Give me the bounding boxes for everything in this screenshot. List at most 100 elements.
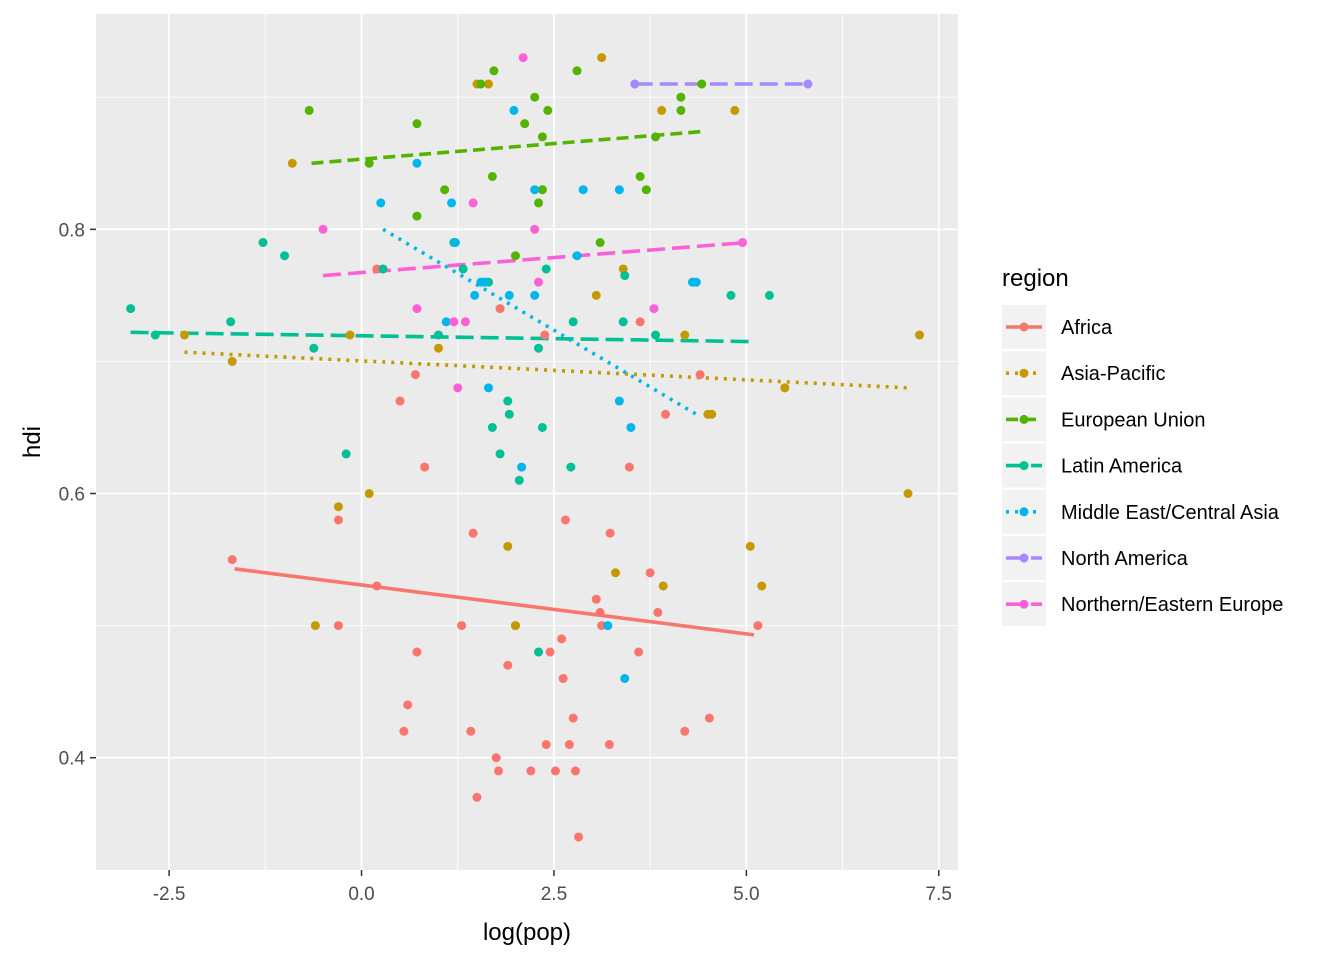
data-point bbox=[491, 753, 501, 763]
data-point bbox=[537, 422, 547, 432]
data-point bbox=[280, 251, 290, 261]
data-point bbox=[520, 119, 530, 129]
data-point bbox=[489, 66, 499, 76]
x-tick-label: 2.5 bbox=[541, 884, 567, 905]
data-point bbox=[657, 105, 667, 115]
data-point bbox=[530, 92, 540, 102]
data-point bbox=[745, 541, 755, 551]
data-point bbox=[597, 621, 607, 631]
data-point bbox=[227, 555, 237, 565]
legend-key-point bbox=[1019, 507, 1029, 517]
data-point bbox=[468, 528, 478, 538]
data-point bbox=[460, 317, 470, 327]
legend-key-point bbox=[1019, 414, 1029, 424]
data-point bbox=[558, 673, 568, 683]
data-point bbox=[915, 330, 925, 340]
data-point bbox=[541, 264, 551, 274]
data-point bbox=[697, 79, 707, 89]
data-point bbox=[651, 330, 661, 340]
data-point bbox=[457, 621, 467, 631]
data-point bbox=[526, 766, 536, 776]
data-point bbox=[645, 568, 655, 578]
data-point bbox=[572, 251, 582, 261]
data-point bbox=[534, 277, 544, 287]
data-point bbox=[341, 449, 351, 459]
data-point bbox=[661, 409, 671, 419]
data-point bbox=[676, 105, 686, 115]
data-point bbox=[530, 185, 540, 195]
data-point bbox=[568, 317, 578, 327]
plot-panel bbox=[96, 14, 958, 870]
data-point bbox=[447, 198, 457, 208]
data-point bbox=[514, 475, 524, 485]
y-axis: 0.4 0.6 0.8 bbox=[59, 220, 96, 770]
data-point bbox=[472, 792, 482, 802]
data-point bbox=[676, 92, 686, 102]
data-point bbox=[509, 105, 519, 115]
x-tick-label: 7.5 bbox=[926, 884, 952, 905]
x-tick-label: -2.5 bbox=[153, 884, 186, 905]
data-point bbox=[403, 700, 413, 710]
legend-label: North America bbox=[1061, 548, 1189, 570]
data-point bbox=[495, 449, 505, 459]
legend-key-point bbox=[1019, 553, 1029, 563]
data-point bbox=[458, 264, 468, 274]
grid-major bbox=[96, 14, 958, 870]
data-point bbox=[258, 238, 268, 248]
data-point bbox=[376, 198, 386, 208]
data-point bbox=[537, 132, 547, 142]
legend-label: Africa bbox=[1061, 317, 1113, 339]
data-point bbox=[495, 304, 505, 314]
data-point bbox=[707, 409, 717, 419]
data-point bbox=[651, 132, 661, 142]
data-point bbox=[595, 238, 605, 248]
data-point bbox=[412, 158, 422, 168]
data-point bbox=[560, 515, 570, 525]
data-point bbox=[635, 317, 645, 327]
data-point bbox=[691, 277, 701, 287]
data-point bbox=[180, 330, 190, 340]
legend-title: region bbox=[1002, 265, 1069, 292]
data-point bbox=[541, 740, 551, 750]
data-point bbox=[309, 343, 319, 353]
trend-line bbox=[234, 567, 755, 637]
data-point bbox=[726, 290, 736, 300]
data-point bbox=[903, 489, 913, 499]
data-point bbox=[126, 304, 136, 314]
data-point bbox=[630, 79, 640, 89]
data-point bbox=[410, 370, 420, 380]
trend-line bbox=[184, 350, 909, 390]
legend-label: Latin America bbox=[1061, 456, 1183, 478]
data-point bbox=[484, 383, 494, 393]
data-point bbox=[618, 317, 628, 327]
data-point bbox=[412, 647, 422, 657]
data-point bbox=[566, 462, 576, 472]
data-point bbox=[550, 766, 560, 776]
data-point bbox=[803, 79, 813, 89]
data-point bbox=[578, 185, 588, 195]
data-point bbox=[641, 185, 651, 195]
data-point bbox=[534, 343, 544, 353]
grid-minor bbox=[96, 14, 958, 870]
data-point bbox=[614, 185, 624, 195]
data-point bbox=[540, 330, 550, 340]
data-point bbox=[476, 79, 486, 89]
data-point bbox=[543, 105, 553, 115]
data-point bbox=[333, 502, 343, 512]
data-point bbox=[399, 726, 409, 736]
trend-line bbox=[322, 240, 747, 278]
data-point bbox=[378, 264, 388, 274]
data-point bbox=[468, 198, 478, 208]
data-point bbox=[591, 290, 601, 300]
data-point bbox=[603, 621, 613, 631]
data-point bbox=[605, 528, 615, 538]
y-tick-label: 0.6 bbox=[59, 485, 85, 506]
data-point bbox=[604, 740, 614, 750]
data-point bbox=[487, 422, 497, 432]
data-point bbox=[304, 105, 314, 115]
data-point bbox=[649, 304, 659, 314]
data-point bbox=[487, 171, 497, 181]
data-point bbox=[372, 581, 382, 591]
data-point bbox=[757, 581, 767, 591]
